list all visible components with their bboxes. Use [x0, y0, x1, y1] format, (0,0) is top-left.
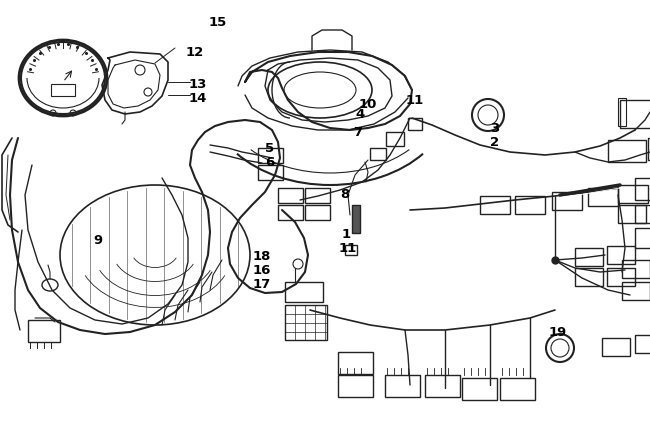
Text: 8: 8 — [341, 188, 350, 201]
Text: 15: 15 — [209, 15, 227, 28]
Bar — [386, 132, 404, 146]
Bar — [588, 188, 618, 206]
Bar — [608, 140, 646, 162]
Bar — [607, 246, 635, 264]
Bar — [51, 84, 75, 96]
Text: 18: 18 — [253, 250, 271, 262]
Text: 3: 3 — [490, 121, 500, 134]
Bar — [385, 375, 420, 397]
Bar — [28, 320, 60, 342]
Text: 1: 1 — [341, 227, 350, 240]
Bar — [602, 338, 630, 356]
Bar — [480, 196, 510, 214]
Bar — [425, 375, 460, 397]
Bar — [607, 268, 635, 286]
Bar — [370, 148, 386, 160]
Bar — [648, 138, 650, 160]
Bar — [575, 248, 603, 266]
Bar — [258, 165, 283, 180]
Bar — [620, 100, 650, 128]
Bar — [338, 352, 373, 374]
Text: 12: 12 — [186, 46, 204, 59]
Text: 19: 19 — [549, 325, 567, 339]
Bar — [285, 282, 323, 302]
Bar — [408, 118, 422, 130]
Text: 4: 4 — [356, 109, 365, 121]
Bar — [618, 98, 626, 126]
Bar — [515, 196, 545, 214]
Bar — [500, 378, 535, 400]
Bar — [635, 178, 650, 200]
Text: 13: 13 — [188, 78, 207, 92]
Bar — [258, 148, 283, 163]
Bar — [575, 268, 603, 286]
Bar — [618, 185, 648, 203]
Bar — [305, 205, 330, 220]
Bar — [622, 282, 650, 300]
Text: 17: 17 — [253, 279, 271, 292]
Bar — [345, 245, 357, 255]
Text: 11: 11 — [406, 93, 424, 106]
Text: 14: 14 — [188, 92, 207, 105]
Text: 11: 11 — [339, 241, 357, 254]
Bar — [552, 192, 582, 210]
Text: 5: 5 — [265, 141, 274, 155]
Text: 10: 10 — [359, 98, 377, 110]
Bar — [285, 305, 327, 340]
Bar — [352, 205, 360, 233]
Bar — [278, 188, 303, 203]
Bar — [635, 228, 650, 248]
Text: 7: 7 — [354, 126, 363, 138]
Text: 16: 16 — [253, 264, 271, 276]
Bar — [618, 205, 646, 223]
Text: 2: 2 — [491, 135, 500, 148]
Bar — [278, 205, 303, 220]
Bar — [635, 205, 650, 223]
Bar — [462, 378, 497, 400]
Bar — [305, 188, 330, 203]
Bar — [338, 375, 373, 397]
Text: 9: 9 — [94, 233, 103, 247]
Bar — [622, 260, 650, 278]
Bar — [635, 335, 650, 353]
Text: 6: 6 — [265, 155, 274, 169]
